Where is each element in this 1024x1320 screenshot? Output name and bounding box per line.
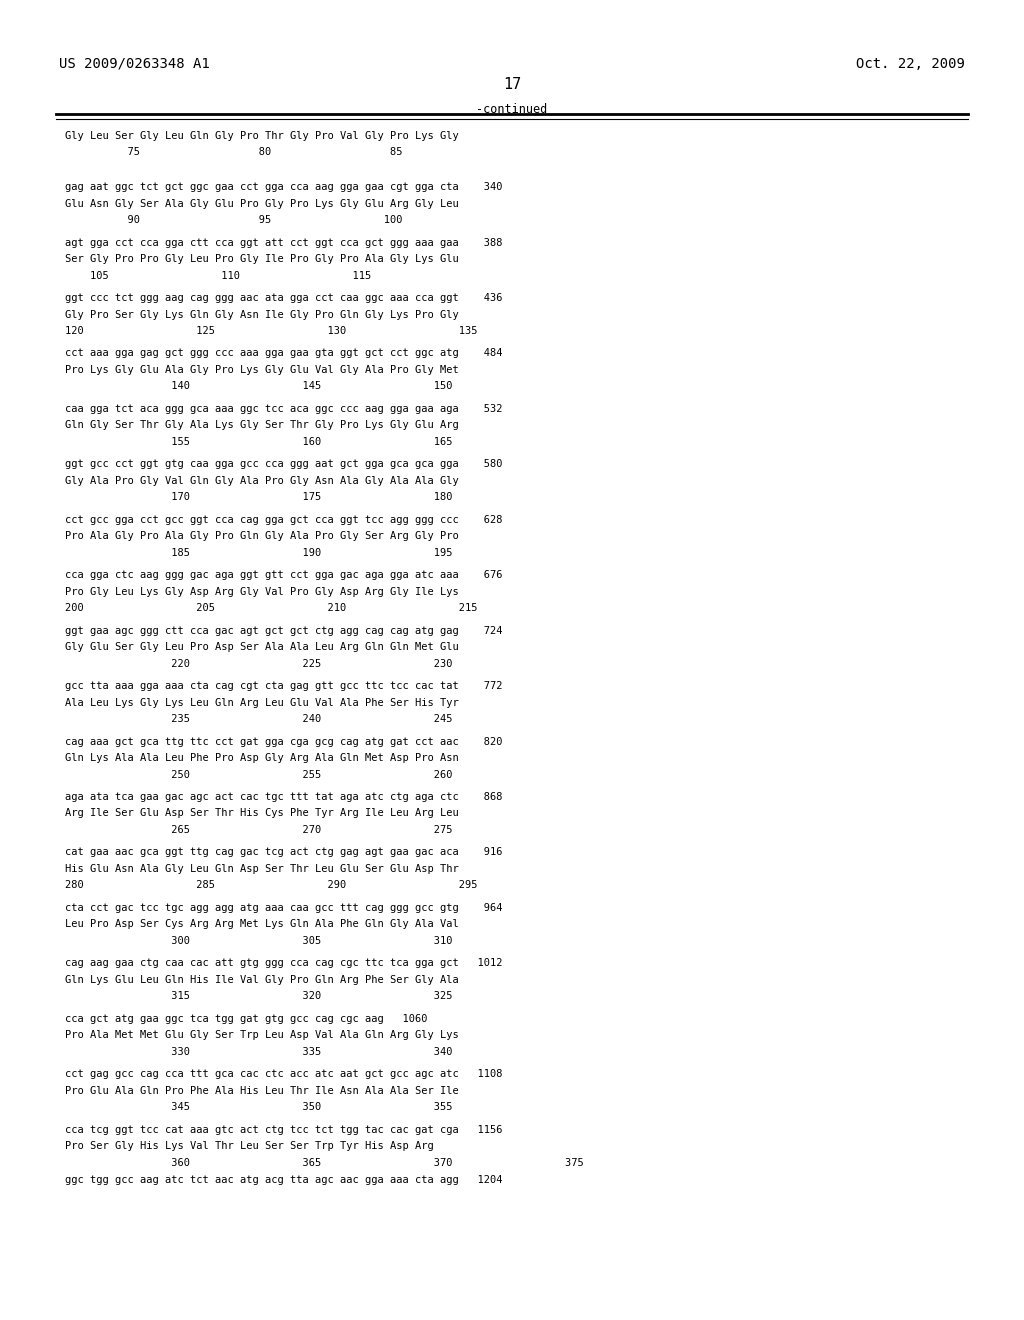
Text: cca tcg ggt tcc cat aaa gtc act ctg tcc tct tgg tac cac gat cga   1156: cca tcg ggt tcc cat aaa gtc act ctg tcc … xyxy=(65,1125,502,1135)
Text: cca gga ctc aag ggg gac aga ggt gtt cct gga gac aga gga atc aaa    676: cca gga ctc aag ggg gac aga ggt gtt cct … xyxy=(65,570,502,581)
Text: cct gag gcc cag cca ttt gca cac ctc acc atc aat gct gcc agc atc   1108: cct gag gcc cag cca ttt gca cac ctc acc … xyxy=(65,1069,502,1080)
Text: 17: 17 xyxy=(503,77,521,91)
Text: cct gcc gga cct gcc ggt cca cag gga gct cca ggt tcc agg ggg ccc    628: cct gcc gga cct gcc ggt cca cag gga gct … xyxy=(65,515,502,525)
Text: Gly Pro Ser Gly Lys Gln Gly Asn Ile Gly Pro Gln Gly Lys Pro Gly: Gly Pro Ser Gly Lys Gln Gly Asn Ile Gly … xyxy=(65,309,459,319)
Text: caa gga tct aca ggg gca aaa ggc tcc aca ggc ccc aag gga gaa aga    532: caa gga tct aca ggg gca aaa ggc tcc aca … xyxy=(65,404,502,414)
Text: 315                  320                  325: 315 320 325 xyxy=(65,991,452,1002)
Text: 185                  190                  195: 185 190 195 xyxy=(65,548,452,558)
Text: gag aat ggc tct gct ggc gaa cct gga cca aag gga gaa cgt gga cta    340: gag aat ggc tct gct ggc gaa cct gga cca … xyxy=(65,182,502,193)
Text: Leu Pro Asp Ser Cys Arg Arg Met Lys Gln Ala Phe Gln Gly Ala Val: Leu Pro Asp Ser Cys Arg Arg Met Lys Gln … xyxy=(65,919,459,929)
Text: cat gaa aac gca ggt ttg cag gac tcg act ctg gag agt gaa gac aca    916: cat gaa aac gca ggt ttg cag gac tcg act … xyxy=(65,847,502,858)
Text: Pro Lys Gly Glu Ala Gly Pro Lys Gly Glu Val Gly Ala Pro Gly Met: Pro Lys Gly Glu Ala Gly Pro Lys Gly Glu … xyxy=(65,364,459,375)
Text: 330                  335                  340: 330 335 340 xyxy=(65,1047,452,1057)
Text: Pro Gly Leu Lys Gly Asp Arg Gly Val Pro Gly Asp Arg Gly Ile Lys: Pro Gly Leu Lys Gly Asp Arg Gly Val Pro … xyxy=(65,586,459,597)
Text: Pro Glu Ala Gln Pro Phe Ala His Leu Thr Ile Asn Ala Ala Ser Ile: Pro Glu Ala Gln Pro Phe Ala His Leu Thr … xyxy=(65,1085,459,1096)
Text: -continued: -continued xyxy=(476,103,548,116)
Text: US 2009/0263348 A1: US 2009/0263348 A1 xyxy=(59,57,210,71)
Text: 360                  365                  370                  375: 360 365 370 375 xyxy=(65,1158,584,1168)
Text: Glu Asn Gly Ser Ala Gly Glu Pro Gly Pro Lys Gly Glu Arg Gly Leu: Glu Asn Gly Ser Ala Gly Glu Pro Gly Pro … xyxy=(65,198,459,209)
Text: ggt gaa agc ggg ctt cca gac agt gct gct ctg agg cag cag atg gag    724: ggt gaa agc ggg ctt cca gac agt gct gct … xyxy=(65,626,502,636)
Text: 155                  160                  165: 155 160 165 xyxy=(65,437,452,447)
Text: Arg Ile Ser Glu Asp Ser Thr His Cys Phe Tyr Arg Ile Leu Arg Leu: Arg Ile Ser Glu Asp Ser Thr His Cys Phe … xyxy=(65,808,459,818)
Text: Gly Glu Ser Gly Leu Pro Asp Ser Ala Ala Leu Arg Gln Gln Met Glu: Gly Glu Ser Gly Leu Pro Asp Ser Ala Ala … xyxy=(65,642,459,652)
Text: Ala Leu Lys Gly Lys Leu Gln Arg Leu Glu Val Ala Phe Ser His Tyr: Ala Leu Lys Gly Lys Leu Gln Arg Leu Glu … xyxy=(65,697,459,708)
Text: 265                  270                  275: 265 270 275 xyxy=(65,825,452,836)
Text: 235                  240                  245: 235 240 245 xyxy=(65,714,452,725)
Text: 170                  175                  180: 170 175 180 xyxy=(65,492,452,503)
Text: ggt gcc cct ggt gtg caa gga gcc cca ggg aat gct gga gca gca gga    580: ggt gcc cct ggt gtg caa gga gcc cca ggg … xyxy=(65,459,502,470)
Text: agt gga cct cca gga ctt cca ggt att cct ggt cca gct ggg aaa gaa    388: agt gga cct cca gga ctt cca ggt att cct … xyxy=(65,238,502,248)
Text: His Glu Asn Ala Gly Leu Gln Asp Ser Thr Leu Glu Ser Glu Asp Thr: His Glu Asn Ala Gly Leu Gln Asp Ser Thr … xyxy=(65,865,459,874)
Text: ggc tgg gcc aag atc tct aac atg acg tta agc aac gga aaa cta agg   1204: ggc tgg gcc aag atc tct aac atg acg tta … xyxy=(65,1175,502,1185)
Text: Gln Gly Ser Thr Gly Ala Lys Gly Ser Thr Gly Pro Lys Gly Glu Arg: Gln Gly Ser Thr Gly Ala Lys Gly Ser Thr … xyxy=(65,420,459,430)
Text: 250                  255                  260: 250 255 260 xyxy=(65,770,452,780)
Text: cag aag gaa ctg caa cac att gtg ggg cca cag cgc ttc tca gga gct   1012: cag aag gaa ctg caa cac att gtg ggg cca … xyxy=(65,958,502,969)
Text: 220                  225                  230: 220 225 230 xyxy=(65,659,452,669)
Text: ggt ccc tct ggg aag cag ggg aac ata gga cct caa ggc aaa cca ggt    436: ggt ccc tct ggg aag cag ggg aac ata gga … xyxy=(65,293,502,304)
Text: 75                   80                   85: 75 80 85 xyxy=(65,147,402,157)
Text: aga ata tca gaa gac agc act cac tgc ttt tat aga atc ctg aga ctc    868: aga ata tca gaa gac agc act cac tgc ttt … xyxy=(65,792,502,803)
Text: Pro Ser Gly His Lys Val Thr Leu Ser Ser Trp Tyr His Asp Arg: Pro Ser Gly His Lys Val Thr Leu Ser Ser … xyxy=(65,1140,433,1151)
Text: Gly Leu Ser Gly Leu Gln Gly Pro Thr Gly Pro Val Gly Pro Lys Gly: Gly Leu Ser Gly Leu Gln Gly Pro Thr Gly … xyxy=(65,131,459,141)
Text: 140                  145                  150: 140 145 150 xyxy=(65,381,452,392)
Text: 200                  205                  210                  215: 200 205 210 215 xyxy=(65,603,477,614)
Text: Gln Lys Glu Leu Gln His Ile Val Gly Pro Gln Arg Phe Ser Gly Ala: Gln Lys Glu Leu Gln His Ile Val Gly Pro … xyxy=(65,974,459,985)
Text: cct aaa gga gag gct ggg ccc aaa gga gaa gta ggt gct cct ggc atg    484: cct aaa gga gag gct ggg ccc aaa gga gaa … xyxy=(65,348,502,359)
Text: 345                  350                  355: 345 350 355 xyxy=(65,1102,452,1113)
Text: Gly Ala Pro Gly Val Gln Gly Ala Pro Gly Asn Ala Gly Ala Ala Gly: Gly Ala Pro Gly Val Gln Gly Ala Pro Gly … xyxy=(65,475,459,486)
Text: 90                   95                  100: 90 95 100 xyxy=(65,215,402,226)
Text: Gln Lys Ala Ala Leu Phe Pro Asp Gly Arg Ala Gln Met Asp Pro Asn: Gln Lys Ala Ala Leu Phe Pro Asp Gly Arg … xyxy=(65,752,459,763)
Text: Pro Ala Gly Pro Ala Gly Pro Gln Gly Ala Pro Gly Ser Arg Gly Pro: Pro Ala Gly Pro Ala Gly Pro Gln Gly Ala … xyxy=(65,531,459,541)
Text: gcc tta aaa gga aaa cta cag cgt cta gag gtt gcc ttc tcc cac tat    772: gcc tta aaa gga aaa cta cag cgt cta gag … xyxy=(65,681,502,692)
Text: Oct. 22, 2009: Oct. 22, 2009 xyxy=(856,57,965,71)
Text: cca gct atg gaa ggc tca tgg gat gtg gcc cag cgc aag   1060: cca gct atg gaa ggc tca tgg gat gtg gcc … xyxy=(65,1014,427,1024)
Text: 300                  305                  310: 300 305 310 xyxy=(65,936,452,946)
Text: 120                  125                  130                  135: 120 125 130 135 xyxy=(65,326,477,337)
Text: 280                  285                  290                  295: 280 285 290 295 xyxy=(65,880,477,891)
Text: Ser Gly Pro Pro Gly Leu Pro Gly Ile Pro Gly Pro Ala Gly Lys Glu: Ser Gly Pro Pro Gly Leu Pro Gly Ile Pro … xyxy=(65,253,459,264)
Text: cag aaa gct gca ttg ttc cct gat gga cga gcg cag atg gat cct aac    820: cag aaa gct gca ttg ttc cct gat gga cga … xyxy=(65,737,502,747)
Text: 105                  110                  115: 105 110 115 xyxy=(65,271,371,281)
Text: Pro Ala Met Met Glu Gly Ser Trp Leu Asp Val Ala Gln Arg Gly Lys: Pro Ala Met Met Glu Gly Ser Trp Leu Asp … xyxy=(65,1030,459,1040)
Text: cta cct gac tcc tgc agg agg atg aaa caa gcc ttt cag ggg gcc gtg    964: cta cct gac tcc tgc agg agg atg aaa caa … xyxy=(65,903,502,913)
